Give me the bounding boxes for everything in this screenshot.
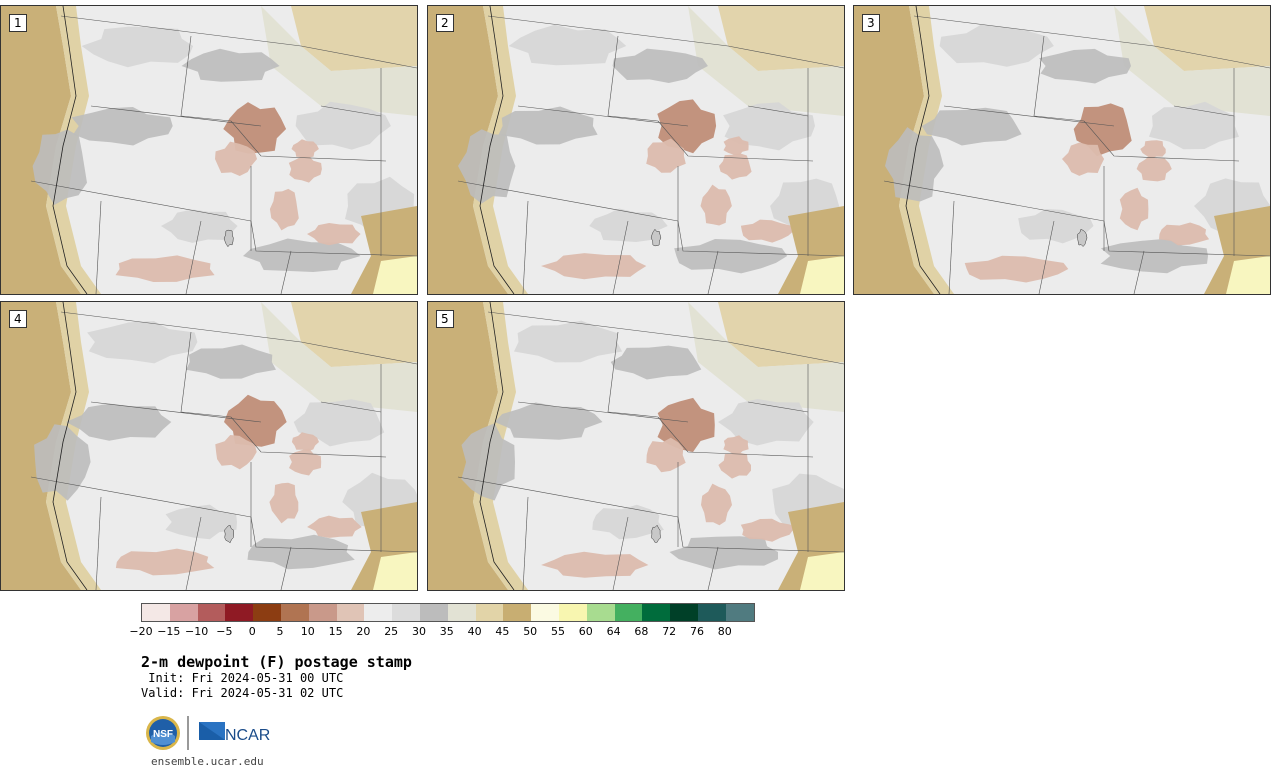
colorbar-swatch (253, 604, 281, 621)
colorbar-swatch (447, 604, 476, 621)
colorbar-swatch (308, 604, 337, 621)
colorbar-tick-label: 30 (412, 625, 426, 638)
colorbar-tick-label: 64 (606, 625, 621, 638)
stamp-panel-4[interactable]: 4 (0, 301, 418, 591)
stamp-panel-5[interactable]: 5 (427, 301, 845, 591)
member-label: 5 (436, 310, 454, 328)
colorbar-swatch (670, 604, 698, 621)
colorbar-swatch (558, 604, 587, 621)
colorbar-swatch (197, 604, 226, 621)
nsf-logo-text: NSF (153, 729, 173, 740)
colorbar-swatch (419, 604, 448, 621)
colorbar-tick-label: 25 (384, 625, 399, 638)
member-label: 2 (436, 14, 454, 32)
colorbar-swatch (642, 604, 671, 621)
colorbar-swatch (225, 604, 254, 621)
colorbar-swatch (503, 604, 532, 621)
colorbar-swatch (531, 604, 559, 621)
colorbar-tick-label: 80 (717, 625, 732, 638)
colorbar-tick-label: 45 (495, 625, 510, 638)
map-3 (854, 6, 1270, 294)
member-label: 4 (9, 310, 27, 328)
colorbar-tick-label: 10 (300, 625, 315, 638)
member-label: 3 (862, 14, 880, 32)
nsf-ncar-logo: NSF NCAR (146, 716, 270, 750)
plot-title: 2-m dewpoint (F) postage stamp (141, 653, 412, 671)
colorbar-tick-label: 72 (662, 625, 677, 638)
site-url: ensemble.ucar.edu (151, 755, 264, 768)
colorbar-swatch (280, 604, 309, 621)
stamp-panel-1[interactable]: 1 (0, 5, 418, 295)
colorbar-tick-label: 40 (467, 625, 482, 638)
colorbar-tick-label: 68 (634, 625, 649, 638)
stamp-panel-2[interactable]: 2 (427, 5, 845, 295)
colorbar-swatch (142, 604, 170, 621)
colorbar (141, 603, 755, 622)
colorbar-tick-label: −15 (157, 625, 181, 638)
colorbar-tick-label: 35 (439, 625, 454, 638)
colorbar-tick-label: 20 (356, 625, 371, 638)
colorbar-tick-label: 50 (523, 625, 538, 638)
colorbar-tick-label: −10 (184, 625, 209, 638)
colorbar-swatch (697, 604, 726, 621)
colorbar-tick-label: 60 (578, 625, 593, 638)
colorbar-swatch (336, 604, 365, 621)
colorbar-swatch (725, 604, 754, 621)
map-2 (428, 6, 844, 294)
valid-time: Valid: Fri 2024-05-31 02 UTC (141, 686, 344, 700)
colorbar-tick-label: 55 (551, 625, 565, 638)
map-5 (428, 302, 844, 590)
colorbar-swatch (364, 604, 393, 621)
member-label: 1 (9, 14, 27, 32)
colorbar-tick-label: 0 (248, 625, 256, 638)
colorbar-swatch (392, 604, 420, 621)
colorbar-tick-label: −5 (216, 625, 233, 638)
colorbar-swatch (169, 604, 198, 621)
map-4 (1, 302, 417, 590)
colorbar-swatch (586, 604, 615, 621)
colorbar-swatch (614, 604, 643, 621)
colorbar-tick-label: 76 (690, 625, 704, 638)
colorbar-tick-label: 15 (328, 625, 343, 638)
ncar-logo-text: NCAR (225, 727, 270, 744)
init-time: Init: Fri 2024-05-31 00 UTC (141, 671, 344, 685)
colorbar-tick-label: −20 (129, 625, 153, 638)
stamp-panel-3[interactable]: 3 (853, 5, 1271, 295)
map-1 (1, 6, 417, 294)
colorbar-tick-label: 5 (276, 625, 284, 638)
colorbar-ticks: −20 −15 −10 −5 0 5 10 15 20 25 30 35 40 45 50 55 60 64 68 7… (129, 625, 761, 639)
colorbar-swatch (475, 604, 504, 621)
